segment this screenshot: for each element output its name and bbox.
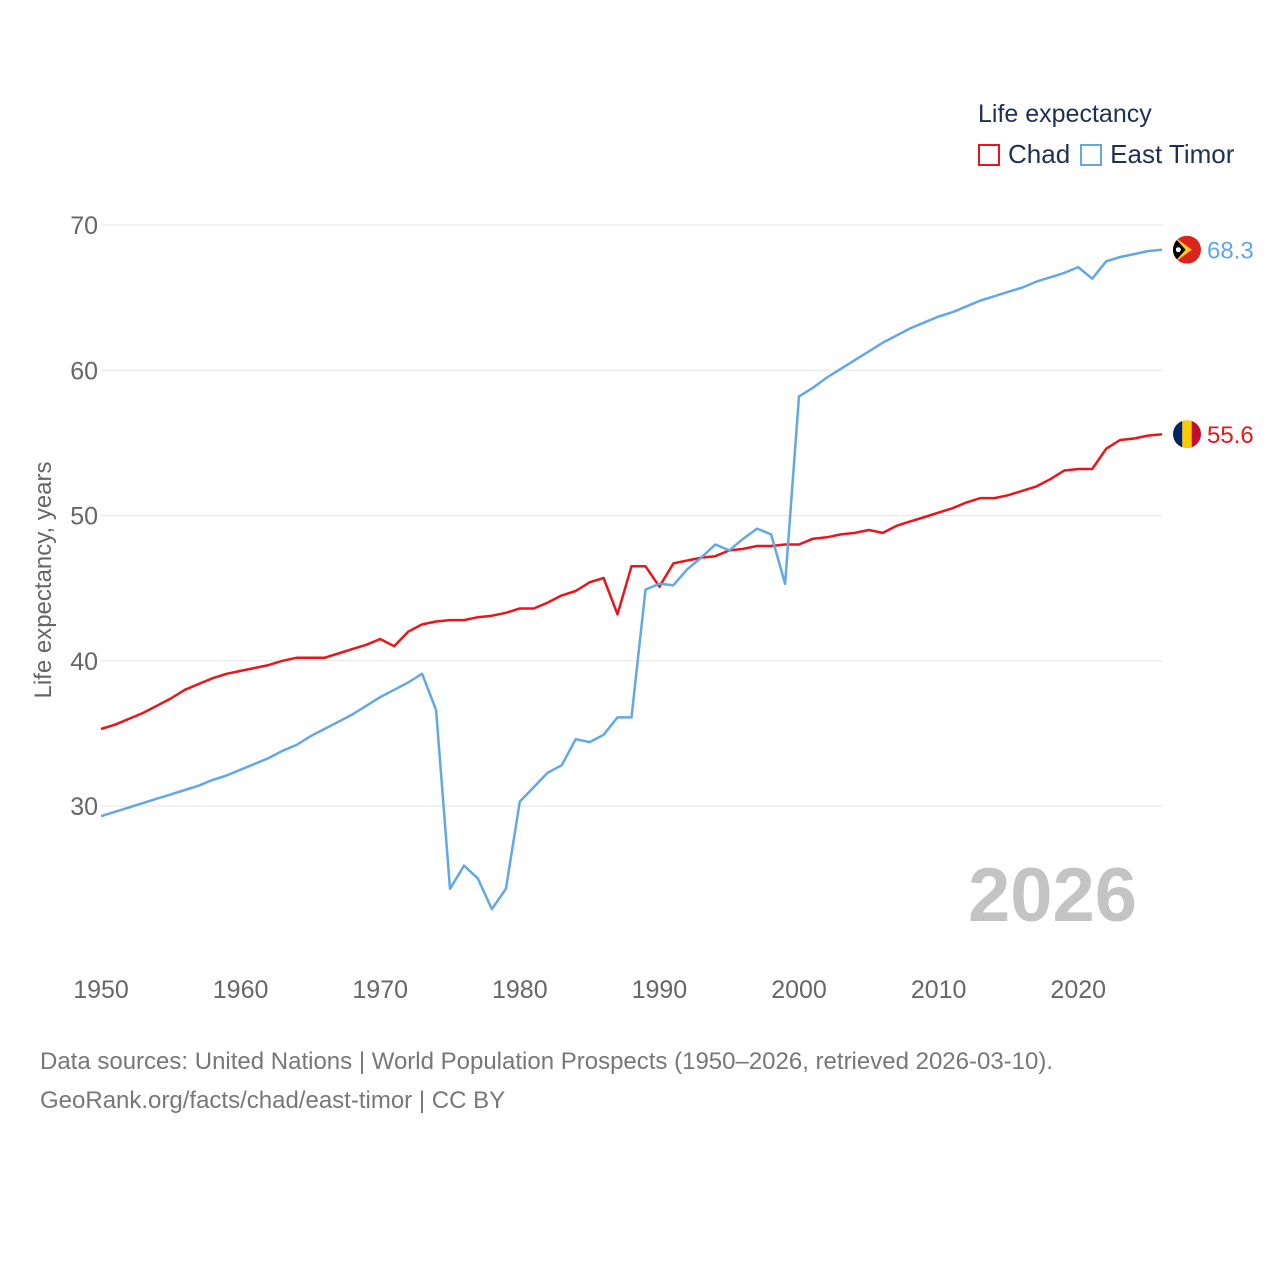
legend-item-chad[interactable]: Chad: [978, 139, 1070, 170]
x-tick-label-2000: 2000: [771, 976, 827, 1004]
flag-icon-east-timor: [1173, 235, 1201, 264]
footer-attribution[interactable]: GeoRank.org/facts/chad/east-timor | CC B…: [40, 1087, 506, 1114]
legend-swatch-east-timor: [1080, 143, 1103, 166]
legend-swatch-chad: [978, 143, 1000, 166]
legend-label-east-timor: East Timor: [1110, 139, 1235, 169]
series-line-chad: [100, 432, 1163, 731]
end-value-label-chad: 55.6: [1207, 422, 1254, 449]
y-tick-label-50: 50: [70, 503, 98, 531]
x-tick-label-1990: 1990: [632, 976, 688, 1004]
y-tick-label-30: 30: [70, 793, 98, 821]
legend-item-east-timor[interactable]: East Timor: [1080, 139, 1234, 170]
x-tick-label-1980: 1980: [492, 976, 548, 1004]
y-tick-label-40: 40: [70, 648, 98, 676]
y-tick-label-60: 60: [70, 357, 98, 385]
year-stamp: 2026: [968, 853, 1138, 938]
x-tick-label-1950: 1950: [73, 976, 129, 1004]
x-tick-label-2020: 2020: [1050, 976, 1106, 1004]
legend: Life expectancy Chad East Timor: [978, 100, 1244, 170]
footer: Data sources: United Nations | World Pop…: [40, 1042, 1053, 1120]
flag-icon-chad: [1173, 420, 1201, 449]
legend-items: Chad East Timor: [978, 139, 1244, 170]
x-tick-label-1970: 1970: [352, 976, 408, 1004]
y-axis-label: Life expectancy, years: [30, 461, 57, 698]
legend-title: Life expectancy: [978, 100, 1152, 128]
x-tick-label-2010: 2010: [911, 976, 967, 1004]
legend-label-chad: Chad: [1008, 139, 1071, 169]
y-tick-label-70: 70: [70, 212, 98, 240]
x-tick-label-1960: 1960: [213, 976, 269, 1004]
series-line-east-timor: [100, 248, 1163, 911]
footer-sources: Data sources: United Nations | World Pop…: [40, 1048, 1054, 1075]
end-value-label-east-timor: 68.3: [1207, 238, 1254, 265]
